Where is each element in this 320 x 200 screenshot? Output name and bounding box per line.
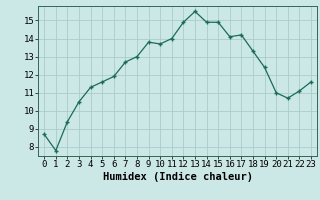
X-axis label: Humidex (Indice chaleur): Humidex (Indice chaleur) xyxy=(103,172,252,182)
